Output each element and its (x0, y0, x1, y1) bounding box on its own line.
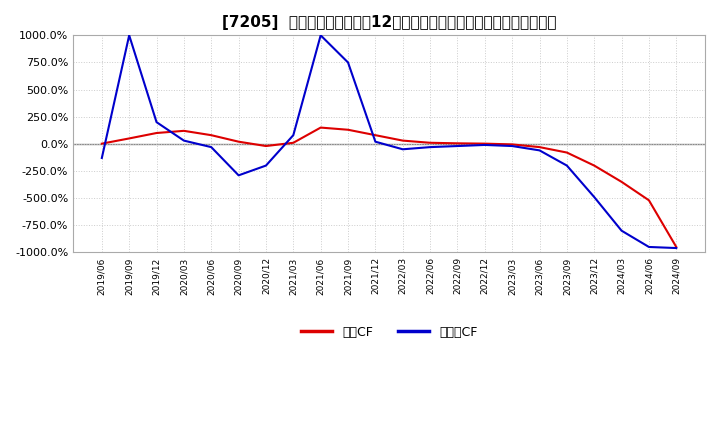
営業CF (453, 141, 462, 146)
営業CF (371, 132, 379, 138)
Line: フリーCF: フリーCF (102, 35, 676, 248)
フリーCF (590, 194, 598, 200)
フリーCF (179, 138, 188, 143)
フリーCF (261, 163, 270, 168)
営業CF (343, 127, 352, 132)
営業CF (207, 132, 215, 138)
フリーCF (97, 155, 106, 161)
フリーCF (535, 148, 544, 153)
フリーCF (371, 139, 379, 144)
フリーCF (125, 33, 133, 38)
営業CF (644, 198, 653, 203)
営業CF (261, 143, 270, 149)
営業CF (617, 179, 626, 184)
営業CF (234, 139, 243, 144)
営業CF (152, 130, 161, 136)
フリーCF (343, 60, 352, 65)
フリーCF (508, 143, 516, 149)
フリーCF (398, 147, 407, 152)
営業CF (398, 138, 407, 143)
フリーCF (234, 172, 243, 178)
フリーCF (152, 120, 161, 125)
営業CF (562, 150, 571, 155)
フリーCF (617, 228, 626, 233)
営業CF (426, 140, 434, 145)
営業CF (508, 142, 516, 147)
フリーCF (289, 132, 297, 138)
営業CF (125, 136, 133, 141)
フリーCF (672, 246, 680, 251)
営業CF (480, 141, 489, 146)
営業CF (535, 144, 544, 150)
フリーCF (426, 144, 434, 150)
Legend: 営業CF, フリーCF: 営業CF, フリーCF (296, 321, 482, 344)
フリーCF (316, 33, 325, 38)
フリーCF (453, 143, 462, 149)
フリーCF (562, 163, 571, 168)
フリーCF (644, 244, 653, 249)
フリーCF (480, 142, 489, 147)
Title: [7205]  キャッシュフローの12か月移動合計の対前年同期増減率の推移: [7205] キャッシュフローの12か月移動合計の対前年同期増減率の推移 (222, 15, 557, 30)
営業CF (590, 163, 598, 168)
フリーCF (207, 144, 215, 150)
営業CF (289, 140, 297, 145)
営業CF (179, 128, 188, 133)
営業CF (672, 244, 680, 249)
Line: 営業CF: 営業CF (102, 128, 676, 247)
営業CF (316, 125, 325, 130)
営業CF (97, 141, 106, 146)
